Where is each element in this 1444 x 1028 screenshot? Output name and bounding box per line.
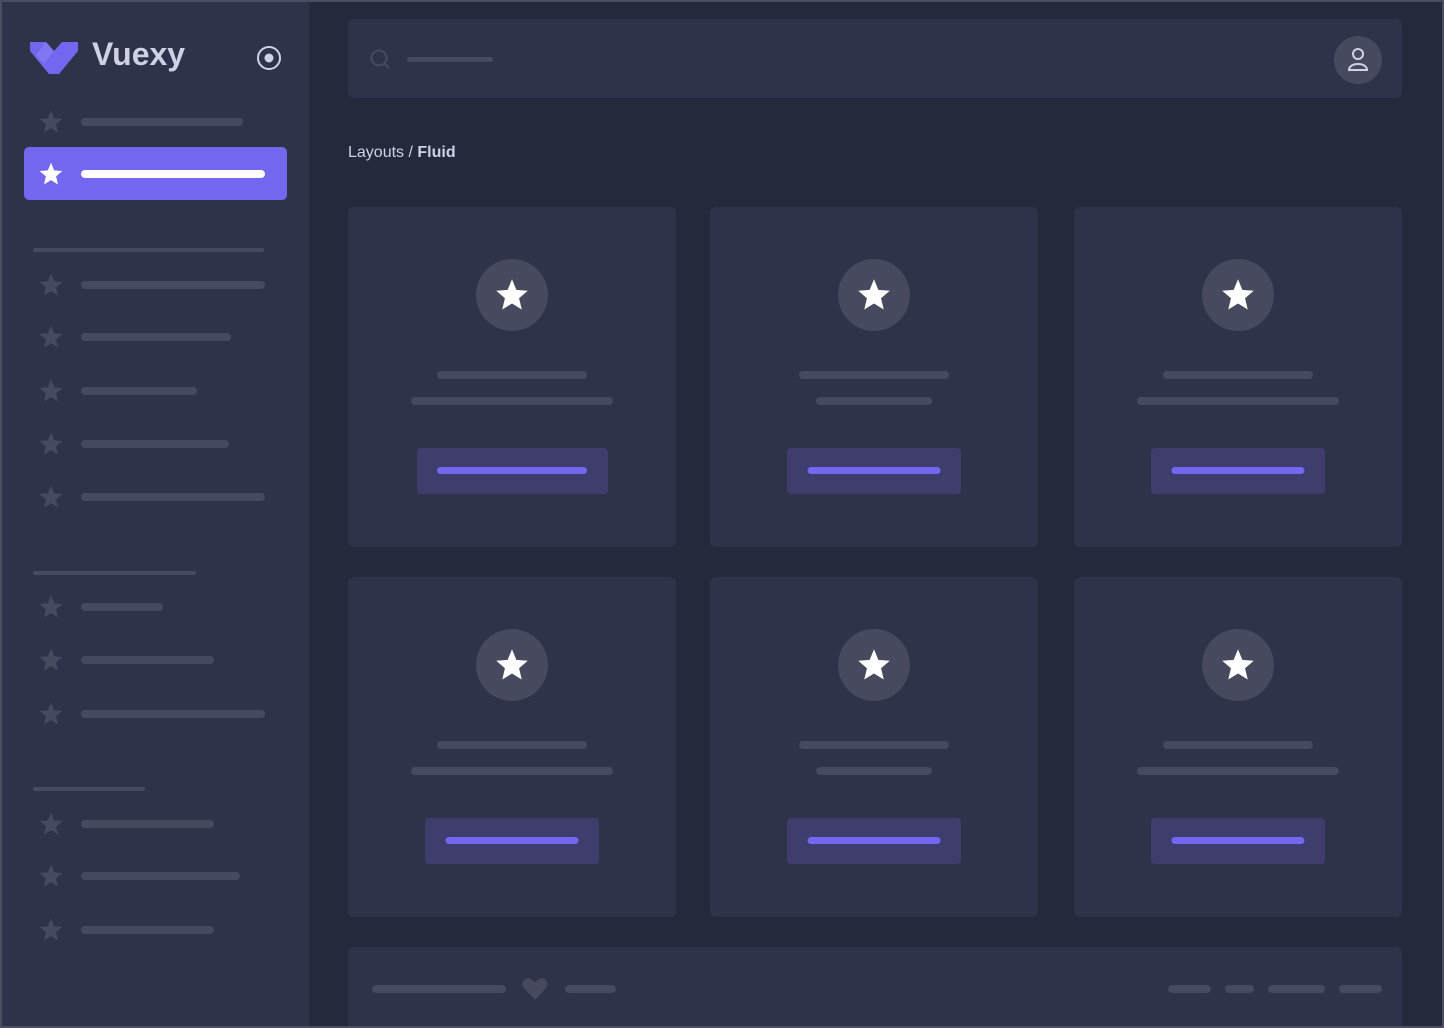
card-avatar xyxy=(476,629,548,701)
search-icon[interactable] xyxy=(370,49,392,71)
star-icon xyxy=(39,379,63,402)
card-subtitle xyxy=(411,767,613,775)
star-icon xyxy=(496,279,528,310)
sidebar-item-label xyxy=(81,493,265,501)
user-icon xyxy=(1347,48,1369,71)
star-icon xyxy=(39,432,63,455)
card-subtitle xyxy=(816,397,932,405)
card-subtitle xyxy=(816,767,932,775)
card-button[interactable] xyxy=(787,448,961,494)
card-title xyxy=(437,371,587,379)
card-button[interactable] xyxy=(787,818,961,864)
sidebar-item-label xyxy=(81,281,265,289)
star-icon xyxy=(39,110,63,133)
sidebar-item-label xyxy=(81,926,214,934)
breadcrumb-separator: / xyxy=(404,144,418,161)
card-title xyxy=(1163,741,1313,749)
sidebar-section-header xyxy=(33,787,145,791)
card xyxy=(348,577,676,917)
sidebar: Vuexy xyxy=(2,2,309,1026)
star-icon xyxy=(39,485,63,508)
star-icon xyxy=(39,864,63,887)
star-icon xyxy=(39,918,63,941)
card-button-label xyxy=(445,837,579,844)
star-icon xyxy=(39,648,63,671)
top-navbar xyxy=(348,19,1402,98)
sidebar-item-label xyxy=(81,710,265,718)
star-icon xyxy=(496,649,528,680)
footer-text xyxy=(372,985,506,993)
sidebar-item-label xyxy=(81,387,197,395)
card-button-label xyxy=(807,467,941,474)
brand-name: Vuexy xyxy=(92,36,186,72)
card xyxy=(710,577,1038,917)
card xyxy=(710,207,1038,547)
card-avatar xyxy=(838,629,910,701)
sidebar-item-label xyxy=(81,872,240,880)
breadcrumb: Layouts / Fluid xyxy=(348,144,456,162)
star-icon xyxy=(39,702,63,725)
card xyxy=(1074,207,1402,547)
card-button[interactable] xyxy=(1151,448,1325,494)
avatar[interactable] xyxy=(1334,36,1382,84)
card-button-label xyxy=(1171,837,1305,844)
card-subtitle xyxy=(1137,397,1339,405)
star-icon xyxy=(39,595,63,618)
radio-circle-icon[interactable] xyxy=(256,45,282,71)
card-title xyxy=(437,741,587,749)
sidebar-item-label xyxy=(81,603,163,611)
breadcrumb-parent[interactable]: Layouts xyxy=(348,144,405,161)
sidebar-item-label xyxy=(81,440,229,448)
card-button[interactable] xyxy=(425,818,599,864)
card-button-label xyxy=(1171,467,1305,474)
footer-link[interactable] xyxy=(1268,985,1325,993)
card-title xyxy=(1163,371,1313,379)
heart-icon xyxy=(522,978,548,1000)
card-avatar xyxy=(838,259,910,331)
card-subtitle xyxy=(411,397,613,405)
footer-link[interactable] xyxy=(1339,985,1382,993)
card-button-label xyxy=(807,837,941,844)
star-icon xyxy=(858,279,890,310)
vuexy-logo-icon xyxy=(30,42,78,74)
card-button[interactable] xyxy=(416,448,608,494)
card-button[interactable] xyxy=(1151,818,1325,864)
sidebar-section-header xyxy=(33,571,196,575)
star-icon xyxy=(39,812,63,835)
sidebar-item-label xyxy=(81,333,231,341)
card-avatar xyxy=(1202,259,1274,331)
star-icon xyxy=(858,649,890,680)
footer-link[interactable] xyxy=(565,985,616,993)
sidebar-item-label xyxy=(81,656,214,664)
card xyxy=(1074,577,1402,917)
sidebar-section-header xyxy=(33,248,264,252)
card-avatar xyxy=(1202,629,1274,701)
footer xyxy=(348,947,1402,1026)
card-button-label xyxy=(437,467,587,474)
search-input[interactable] xyxy=(407,57,493,62)
card xyxy=(348,207,676,547)
star-icon xyxy=(1222,649,1254,680)
footer-link[interactable] xyxy=(1168,985,1211,993)
sidebar-item-label xyxy=(81,170,265,178)
footer-link[interactable] xyxy=(1225,985,1254,993)
breadcrumb-current: Fluid xyxy=(417,144,456,161)
sidebar-item-label xyxy=(81,118,243,126)
card-title xyxy=(799,371,949,379)
star-icon xyxy=(1222,279,1254,310)
card-subtitle xyxy=(1137,767,1339,775)
card-title xyxy=(799,741,949,749)
card-avatar xyxy=(476,259,548,331)
star-icon xyxy=(39,273,63,296)
star-icon xyxy=(39,325,63,348)
sidebar-item-label xyxy=(81,820,214,828)
star-icon xyxy=(39,162,63,185)
